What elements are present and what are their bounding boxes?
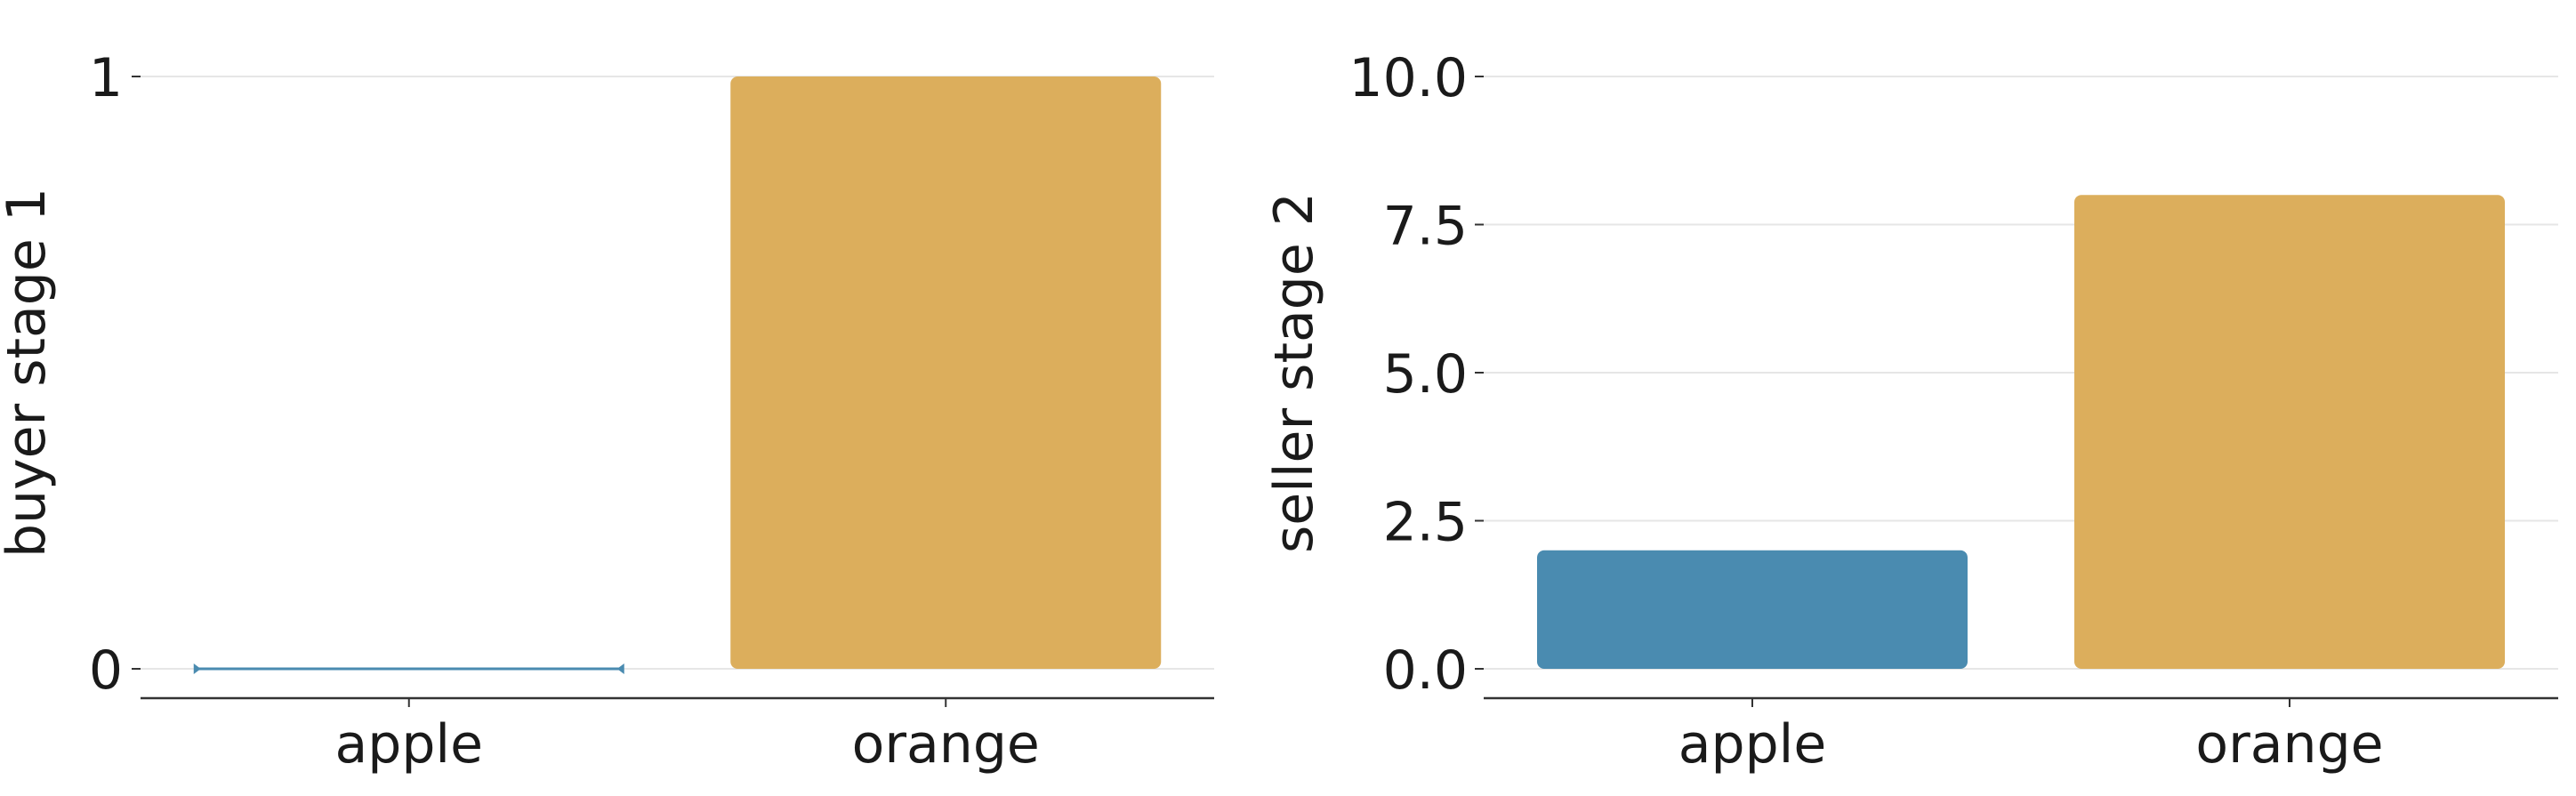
- y-tick-label: 7.5: [1383, 196, 1468, 258]
- y-tick-label: 1: [89, 47, 123, 109]
- chart-panel-seller: 0.0 2.5 5.0 7.5 10.0 apple orange seller stage …: [1263, 47, 2558, 776]
- y-tick-label: 0.0: [1383, 639, 1468, 702]
- chart-panel-buyer: 0 1 apple orange buyer stage 1: [0, 47, 1214, 776]
- y-tick-label: 10.0: [1348, 47, 1468, 109]
- y-tick-label: 2.5: [1383, 492, 1468, 554]
- y-axis-label: seller stage 2: [1263, 192, 1325, 553]
- bar-end-marker: [193, 663, 201, 674]
- y-tick-label: 5.0: [1383, 343, 1468, 406]
- x-tick-label: orange: [852, 713, 1040, 776]
- y-axis-label: buyer stage 1: [0, 188, 58, 558]
- x-tick-label: apple: [334, 713, 483, 776]
- x-tick-label: apple: [1678, 713, 1827, 776]
- bar-apple: [1537, 550, 1968, 669]
- bar-end-marker: [616, 663, 624, 674]
- bar-orange: [2074, 195, 2505, 669]
- y-tick-label: 0: [89, 639, 123, 702]
- x-tick-label: orange: [2195, 713, 2383, 776]
- bar-orange: [730, 76, 1162, 669]
